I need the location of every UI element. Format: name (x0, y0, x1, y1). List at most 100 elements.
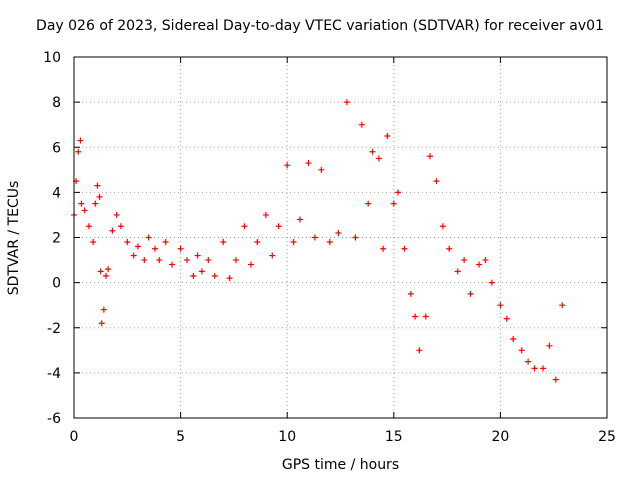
data-point (497, 302, 504, 309)
data-point (433, 178, 440, 185)
data-point (488, 279, 495, 286)
data-point (211, 272, 218, 279)
data-point (427, 153, 434, 160)
y-tick-label: -4 (47, 366, 61, 382)
data-point (105, 266, 112, 273)
data-point (97, 268, 104, 275)
data-point (109, 227, 116, 234)
data-point (194, 252, 201, 259)
x-tick-label: 20 (491, 429, 509, 445)
data-point (190, 272, 197, 279)
data-point (85, 223, 92, 230)
data-point (311, 234, 318, 241)
data-point (145, 234, 152, 241)
data-point (518, 347, 525, 354)
data-point (326, 239, 333, 246)
y-tick-label: -2 (47, 321, 61, 337)
data-point (254, 239, 261, 246)
data-point (205, 257, 212, 264)
data-point (113, 211, 120, 218)
data-point (369, 148, 376, 155)
data-point (220, 239, 227, 246)
data-point (162, 239, 169, 246)
axis-ticks: 0 5 10 15 20 25 -6 -4 -2 0 2 4 6 8 10 (43, 50, 616, 445)
data-point (454, 268, 461, 275)
data-point (503, 315, 510, 322)
data-point (375, 155, 382, 162)
data-point (380, 245, 387, 252)
x-tick-label: 15 (385, 429, 403, 445)
data-point (525, 358, 532, 365)
data-point (318, 166, 325, 173)
x-tick-label: 10 (278, 429, 296, 445)
chart-title: Day 026 of 2023, Sidereal Day-to-day VTE… (36, 18, 604, 34)
x-axis-label: GPS time / hours (281, 457, 400, 473)
data-point (384, 132, 391, 139)
data-point (77, 137, 84, 144)
data-point (81, 207, 88, 214)
data-point (482, 257, 489, 264)
data-point (169, 261, 176, 268)
data-point (183, 257, 190, 264)
data-point (510, 336, 517, 343)
data-point (476, 261, 483, 268)
y-tick-label: 0 (52, 276, 61, 292)
data-point (177, 245, 184, 252)
data-point (262, 211, 269, 218)
data-point (198, 268, 205, 275)
data-point (78, 200, 85, 207)
data-point (390, 200, 397, 207)
data-point (546, 342, 553, 349)
y-axis-label: SDTVAR / TECUs (6, 180, 22, 296)
data-point (233, 257, 240, 264)
y-tick-label: 4 (52, 185, 61, 201)
data-point (102, 272, 109, 279)
data-point (98, 320, 105, 327)
data-point (134, 243, 141, 250)
data-point (130, 252, 137, 259)
data-point (352, 234, 359, 241)
data-point (269, 252, 276, 259)
data-point (226, 275, 233, 282)
data-point (540, 365, 547, 372)
data-point (422, 313, 429, 320)
data-point (461, 257, 468, 264)
data-point (141, 257, 148, 264)
data-point (296, 216, 303, 223)
data-point (412, 313, 419, 320)
data-point (416, 347, 423, 354)
data-point (96, 193, 103, 200)
data-point (407, 290, 414, 297)
data-point (90, 239, 97, 246)
y-tick-label: 10 (43, 50, 61, 66)
data-point (117, 223, 124, 230)
y-tick-label: 6 (52, 140, 61, 156)
plot-frame (73, 56, 608, 419)
data-point (124, 239, 131, 246)
data-point (358, 121, 365, 128)
x-tick-label: 0 (70, 429, 79, 445)
data-point (439, 223, 446, 230)
data-point (467, 290, 474, 297)
data-points (71, 99, 566, 383)
data-point (100, 306, 107, 313)
y-tick-label: 8 (52, 95, 61, 111)
data-point (92, 200, 99, 207)
data-point (552, 376, 559, 383)
data-point (365, 200, 372, 207)
x-tick-label: 25 (598, 429, 616, 445)
data-point (335, 229, 342, 236)
y-tick-label: 2 (52, 231, 61, 247)
data-point (401, 245, 408, 252)
data-point (305, 160, 312, 167)
data-point (152, 245, 159, 252)
data-point (559, 302, 566, 309)
data-point (94, 182, 101, 189)
grid-lines (74, 57, 607, 418)
data-point (156, 257, 163, 264)
data-point (531, 365, 538, 372)
data-point (75, 148, 82, 155)
data-point (446, 245, 453, 252)
data-point (395, 189, 402, 196)
